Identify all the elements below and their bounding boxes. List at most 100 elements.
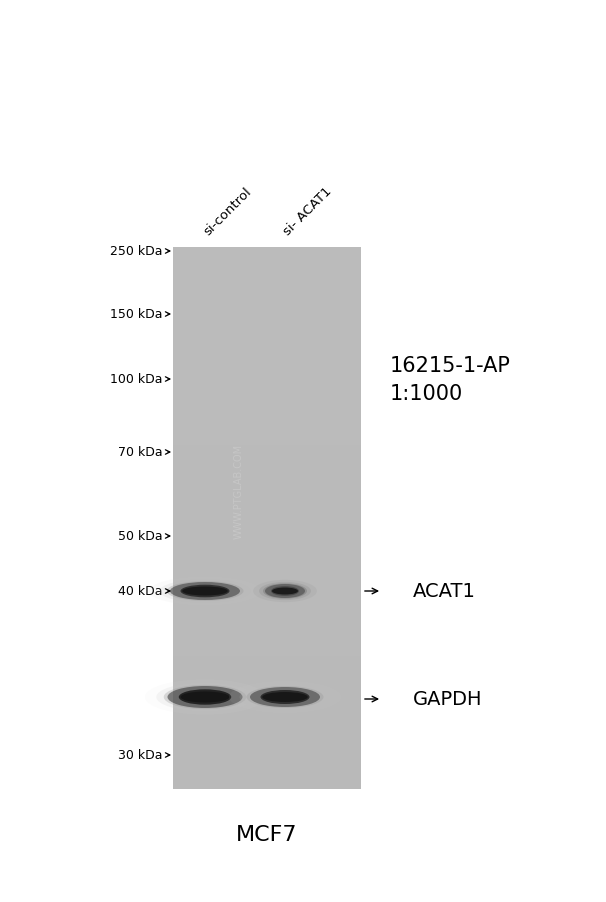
Bar xyxy=(173,524,361,527)
Bar xyxy=(173,343,361,345)
Bar xyxy=(173,673,361,676)
Bar xyxy=(173,787,361,789)
Bar xyxy=(173,270,361,272)
Bar xyxy=(173,762,361,765)
Text: 150 kDa: 150 kDa xyxy=(110,308,163,321)
Bar xyxy=(173,554,361,557)
Bar xyxy=(173,562,361,565)
Bar xyxy=(173,630,361,632)
Ellipse shape xyxy=(253,580,317,603)
Bar xyxy=(173,689,361,692)
Bar xyxy=(173,667,361,670)
Bar xyxy=(173,370,361,373)
Bar xyxy=(173,508,361,511)
Bar xyxy=(173,600,361,603)
Bar xyxy=(173,494,361,497)
Bar xyxy=(173,410,361,413)
Ellipse shape xyxy=(182,587,228,596)
Bar xyxy=(173,651,361,654)
Bar xyxy=(173,345,361,348)
Bar xyxy=(173,722,361,724)
Bar xyxy=(173,283,361,286)
Bar xyxy=(173,738,361,741)
Ellipse shape xyxy=(170,583,240,601)
Bar xyxy=(173,778,361,781)
Bar xyxy=(173,724,361,727)
Bar xyxy=(173,375,361,378)
Bar xyxy=(173,746,361,749)
Bar xyxy=(173,248,361,789)
Ellipse shape xyxy=(247,686,324,708)
Ellipse shape xyxy=(181,692,230,703)
Bar xyxy=(173,649,361,651)
Bar xyxy=(173,703,361,705)
Bar xyxy=(173,459,361,462)
Bar xyxy=(173,400,361,402)
Bar xyxy=(173,448,361,451)
Bar xyxy=(173,532,361,535)
Bar xyxy=(173,359,361,362)
Bar xyxy=(173,708,361,711)
Bar xyxy=(173,743,361,746)
Ellipse shape xyxy=(229,681,341,713)
Bar xyxy=(173,310,361,313)
Bar xyxy=(173,592,361,594)
Bar xyxy=(173,603,361,605)
Bar xyxy=(173,616,361,619)
Bar xyxy=(173,386,361,389)
Text: 100 kDa: 100 kDa xyxy=(110,373,163,386)
Bar xyxy=(173,408,361,410)
Bar xyxy=(173,500,361,502)
Bar xyxy=(173,413,361,416)
Bar xyxy=(173,624,361,627)
Bar xyxy=(173,535,361,538)
Bar xyxy=(173,732,361,735)
Bar xyxy=(173,559,361,562)
Bar xyxy=(173,381,361,383)
Bar xyxy=(173,318,361,321)
Bar xyxy=(173,264,361,267)
Ellipse shape xyxy=(167,582,244,602)
Bar xyxy=(173,713,361,716)
Bar xyxy=(173,548,361,551)
Bar xyxy=(173,329,361,332)
Text: 40 kDa: 40 kDa xyxy=(119,584,163,598)
Bar xyxy=(173,662,361,665)
Bar xyxy=(173,540,361,543)
Ellipse shape xyxy=(156,683,254,712)
Bar xyxy=(173,497,361,500)
Bar xyxy=(173,611,361,613)
Bar xyxy=(173,573,361,575)
Bar xyxy=(173,754,361,757)
Bar xyxy=(173,332,361,335)
Bar xyxy=(173,327,361,329)
Bar xyxy=(173,432,361,435)
Bar xyxy=(173,251,361,253)
Bar xyxy=(173,383,361,386)
Bar xyxy=(173,267,361,270)
Bar xyxy=(173,776,361,778)
Text: 30 kDa: 30 kDa xyxy=(119,749,163,761)
Ellipse shape xyxy=(159,580,250,603)
Bar xyxy=(173,305,361,308)
Bar xyxy=(173,727,361,730)
Bar xyxy=(173,519,361,521)
Bar xyxy=(173,757,361,759)
Bar xyxy=(173,492,361,494)
Bar xyxy=(173,294,361,297)
Ellipse shape xyxy=(250,687,320,707)
Bar xyxy=(173,405,361,408)
Bar xyxy=(173,678,361,681)
Bar xyxy=(173,716,361,719)
Bar xyxy=(173,608,361,611)
Bar xyxy=(173,291,361,294)
Bar xyxy=(173,511,361,513)
Bar xyxy=(173,324,361,327)
Bar xyxy=(173,751,361,754)
Bar xyxy=(173,665,361,667)
Bar xyxy=(173,676,361,678)
Bar xyxy=(173,451,361,454)
Bar xyxy=(173,424,361,427)
Ellipse shape xyxy=(261,690,310,704)
Bar xyxy=(173,289,361,291)
